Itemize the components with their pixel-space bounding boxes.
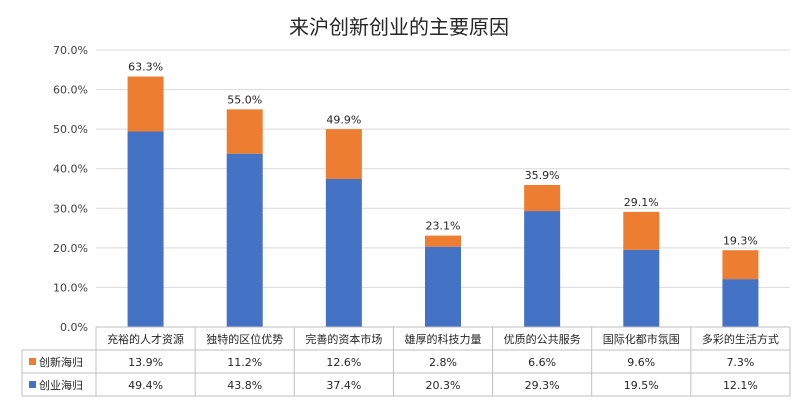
bar-segment-innovation [425,235,461,247]
bar-segment-startup [325,179,362,327]
y-tick-label: 0.0% [60,321,88,334]
bar-segment-innovation [226,109,263,154]
x-category-label: 雄厚的科技力量 [405,332,482,346]
y-axis: 0.0% 10.0% 20.0% 30.0% 40.0% 50.0% 60.0% 70.0% [53,44,88,334]
table-cell-value: 19.5% [624,379,659,392]
y-tick-label: 20.0% [53,242,88,255]
table-cell-value: 11.2% [227,356,262,369]
table-cell-value: 9.6% [627,356,655,369]
gridlines [96,49,790,288]
total-value-label: 49.9% [326,114,361,127]
table-cell-value: 13.9% [128,356,163,369]
bar-segment-startup [524,211,561,327]
x-category-label: 国际化都市氛围 [603,332,680,346]
table-cell-value: 2.8% [429,356,457,369]
table-cell-value: 49.4% [128,379,163,392]
x-category-label: 优质的公共服务 [504,332,581,346]
x-category-label: 独特的区位优势 [206,332,283,346]
total-value-label: 19.3% [723,235,758,248]
total-value-label: 23.1% [426,220,461,233]
x-category-label: 充裕的人才资源 [107,332,184,346]
bar-segment-startup [722,279,759,327]
table-cell-value: 20.3% [426,379,461,392]
legend-label: 创业海归 [39,378,83,392]
total-value-label: 63.3% [128,61,163,74]
bar-segment-innovation [623,211,660,250]
bar-segment-startup [425,246,461,327]
chart-title: 来沪创新创业的主要原因 [289,15,509,39]
bar-segment-innovation [722,250,759,280]
data-table: 充裕的人才资源 独特的区位优势 完善的资本市场 雄厚的科技力量 优质的公共服务 国际化都市… [21,326,791,397]
total-value-label: 29.1% [624,196,659,209]
bar-segment-innovation [127,76,164,132]
bar-segment-innovation [325,129,362,180]
total-value-label: 35.9% [525,169,560,182]
y-tick-label: 40.0% [53,163,88,176]
bar-segment-startup [127,131,164,327]
y-tick-label: 30.0% [53,202,88,215]
legend-label: 创新海归 [39,355,83,369]
table-cell-value: 29.3% [525,379,560,392]
table-cell-value: 6.6% [528,356,556,369]
bars [127,76,759,327]
table-cell-value: 43.8% [227,379,262,392]
y-tick-label: 10.0% [53,281,88,294]
bar-segment-startup [226,153,263,327]
legend-swatch-innovation [29,358,36,365]
x-category-label: 多彩的生活方式 [702,332,779,346]
y-tick-label: 60.0% [53,84,88,97]
total-value-label: 55.0% [227,93,262,106]
table-cell-value: 37.4% [326,379,361,392]
legend-swatch-startup [29,381,36,388]
bar-segment-startup [623,249,660,327]
x-category-label: 完善的资本市场 [305,332,382,346]
bar-segment-innovation [524,184,561,212]
y-tick-label: 50.0% [53,123,88,136]
table-cell-value: 12.6% [326,356,361,369]
total-labels: 63.3% 55.0% 49.9% 23.1% 35.9% 29.1% 19.3% [128,61,758,248]
table-cell-value: 12.1% [723,379,758,392]
y-tick-label: 70.0% [53,44,88,57]
table-cell-value: 7.3% [726,356,754,369]
